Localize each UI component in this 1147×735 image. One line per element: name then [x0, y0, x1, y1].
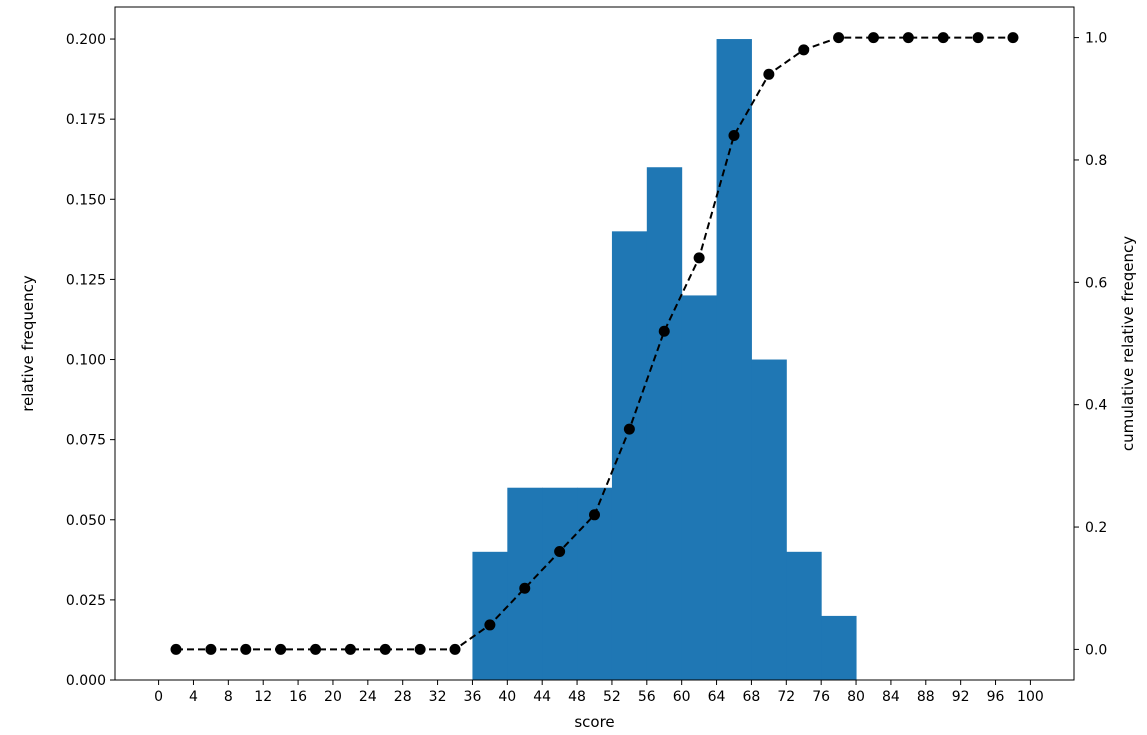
x-tick-label: 80 [847, 689, 865, 705]
cumulative-point [310, 643, 322, 655]
y2-tick-label: 0.6 [1085, 275, 1107, 291]
x-tick-label: 32 [429, 689, 447, 705]
cumulative-point [763, 68, 775, 80]
x-tick-label: 60 [673, 689, 691, 705]
cumulative-point [170, 643, 182, 655]
x-tick-label: 40 [498, 689, 516, 705]
cumulative-point [589, 509, 600, 521]
cumulative-point [798, 44, 810, 56]
x-axis-label: score [574, 713, 614, 731]
cumulative-point [833, 32, 845, 44]
x-tick-label: 92 [952, 689, 970, 705]
cumulative-point [693, 252, 705, 264]
y-tick-label: 0.075 [66, 433, 106, 449]
y-axis-label: relative frequency [19, 275, 37, 412]
cumulative-point [449, 643, 461, 655]
y2-tick-label: 1.0 [1085, 31, 1107, 47]
histogram-bar [716, 39, 752, 681]
x-tick-label: 8 [224, 689, 233, 705]
histogram-bar [611, 231, 648, 681]
x-tick-label: 36 [464, 689, 482, 705]
y2-tick-label: 0.4 [1085, 398, 1107, 414]
cumulative-point [554, 546, 566, 558]
x-tick-label: 16 [289, 689, 307, 705]
x-tick-label: 68 [743, 689, 761, 705]
y2-tick-label: 0.2 [1085, 520, 1107, 536]
y2-axis-ticks: 0.0 0.2 0.4 0.6 0.8 1.0 [1074, 31, 1107, 658]
x-tick-label: 52 [603, 689, 621, 705]
x-tick-label: 64 [708, 689, 726, 705]
x-tick-label: 28 [394, 689, 412, 705]
cumulative-point [205, 643, 217, 655]
cumulative-point [484, 619, 496, 631]
x-tick-label: 72 [777, 689, 795, 705]
x-tick-label: 76 [812, 689, 830, 705]
x-tick-label: 100 [1017, 689, 1044, 705]
y-tick-label: 0.150 [66, 192, 106, 208]
cumulative-point [902, 32, 914, 44]
x-tick-label: 44 [533, 689, 551, 705]
x-tick-label: 96 [987, 689, 1005, 705]
y-tick-label: 0.200 [66, 32, 106, 48]
cumulative-point [240, 643, 252, 655]
x-tick-label: 4 [189, 689, 198, 705]
plot-frame [114, 6, 1075, 681]
histogram-bar [821, 615, 857, 680]
cumulative-point [519, 582, 531, 594]
cumulative-point [658, 325, 670, 337]
y2-tick-label: 0.0 [1085, 642, 1107, 658]
x-tick-label: 12 [254, 689, 272, 705]
y-tick-label: 0.050 [66, 513, 106, 529]
cumulative-point [623, 423, 635, 435]
x-tick-label: 84 [882, 689, 900, 705]
histogram-bar [472, 551, 508, 680]
x-tick-label: 48 [568, 689, 586, 705]
x-tick-label: 0 [154, 689, 163, 705]
histogram-bar [646, 167, 683, 680]
cumulative-point [344, 643, 356, 655]
histogram-bar [786, 551, 822, 680]
y-tick-label: 0.100 [66, 353, 106, 369]
y2-tick-label: 0.8 [1085, 153, 1107, 169]
cumulative-point [867, 32, 879, 44]
histogram-bar [751, 359, 787, 680]
x-tick-label: 56 [638, 689, 656, 705]
histogram-bar [542, 487, 578, 680]
cumulative-point [972, 32, 984, 44]
y-tick-label: 0.000 [66, 673, 106, 689]
y2-axis-label: cumulative relative freqency [1119, 236, 1137, 451]
cumulative-point [728, 129, 740, 141]
cumulative-point [937, 32, 949, 44]
cumulative-point [275, 643, 287, 655]
y-tick-label: 0.025 [66, 593, 106, 609]
cumulative-series [170, 32, 1019, 655]
histogram-bar [681, 295, 718, 680]
cumulative-point [379, 643, 391, 655]
x-tick-label: 88 [917, 689, 935, 705]
cumulative-point [414, 643, 426, 655]
x-tick-label: 24 [359, 689, 377, 705]
histogram-bars [472, 39, 857, 681]
x-axis-ticks: 0 4 8 12 16 20 24 28 32 36 40 44 48 52 56 60 64 68 72 76 80 8… [154, 680, 1044, 705]
y-tick-label: 0.125 [66, 272, 106, 288]
y-tick-label: 0.175 [66, 112, 106, 128]
y-axis-ticks: 0.000 0.025 0.050 0.075 0.100 0.125 0.150 0.175… [66, 32, 115, 689]
cumulative-point [1007, 32, 1019, 44]
x-tick-label: 20 [324, 689, 342, 705]
